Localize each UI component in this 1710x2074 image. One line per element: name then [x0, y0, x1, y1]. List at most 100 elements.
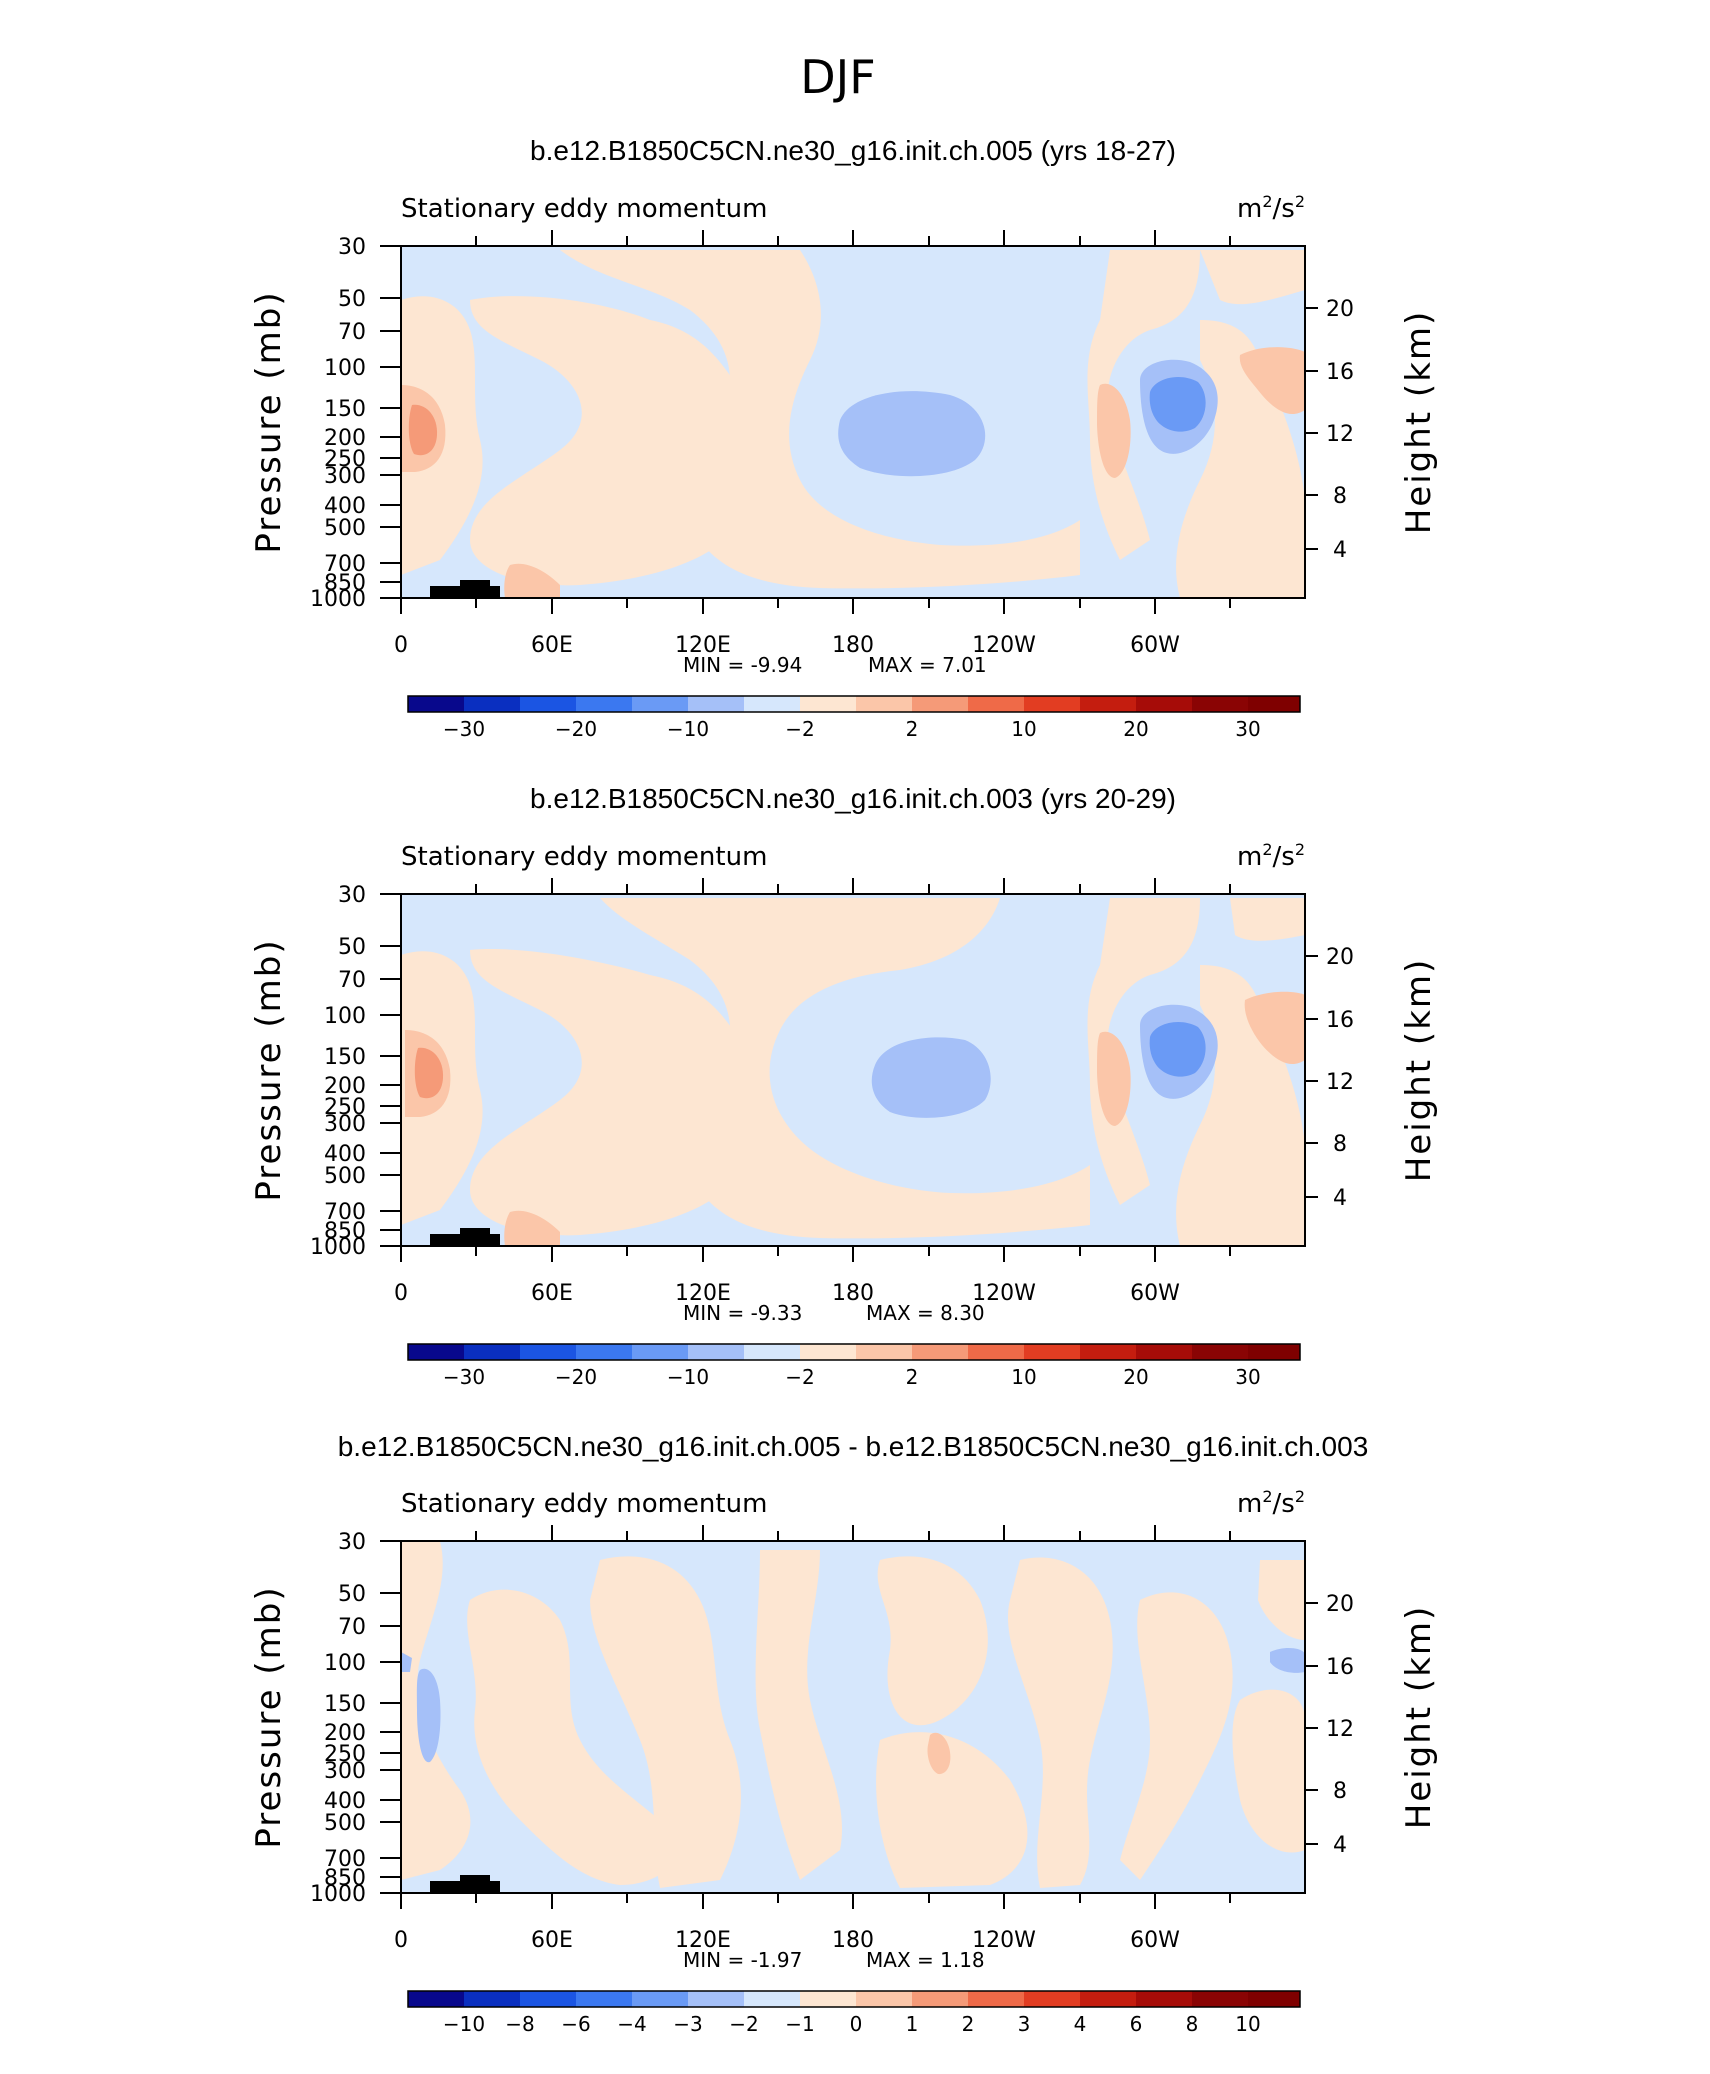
- p3-cb-label: −3: [673, 2012, 702, 2036]
- p2-cb-label: 20: [1123, 1365, 1148, 1389]
- panel-1-colorbar: [407, 695, 1301, 713]
- p3-htick-12: 12: [1326, 1717, 1354, 1742]
- main-title: DJF: [800, 50, 875, 104]
- panel-3-title: b.e12.B1850C5CN.ne30_g16.init.ch.005 - b…: [338, 1431, 1369, 1462]
- p1-positive-core-4: [504, 563, 560, 598]
- panel-2-title: b.e12.B1850C5CN.ne30_g16.init.ch.003 (yr…: [530, 783, 1176, 814]
- p2-xtick-180: 180: [832, 1281, 874, 1306]
- p3-ytick-150: 150: [324, 1692, 366, 1717]
- p3-cb-label: −6: [561, 2012, 590, 2036]
- panel-2-colorbar-labels: −30 −20 −10 −2 2 10 20 30: [443, 1365, 1261, 1389]
- p1-cb-label: −20: [555, 717, 597, 741]
- p3-cb-label: 6: [1130, 2012, 1143, 2036]
- panel-3-max: MAX = 1.18: [866, 1948, 985, 1972]
- panel-3-axis-left: 30 50 70 100 150 200 250 300 400 500 700…: [310, 1530, 366, 1907]
- p1-htick-20: 20: [1326, 297, 1354, 322]
- p2-cb-label: −20: [555, 1365, 597, 1389]
- p2-ytick-100: 100: [324, 1004, 366, 1029]
- p3-htick-8: 8: [1333, 1779, 1347, 1804]
- p2-ytick-30: 30: [338, 883, 366, 908]
- p3-ytick-70: 70: [338, 1615, 366, 1640]
- p1-cb-label: 10: [1011, 717, 1036, 741]
- p1-positive-band-4: [1087, 250, 1200, 560]
- p3-cb-label: 1: [906, 2012, 919, 2036]
- p2-htick-16: 16: [1326, 1008, 1354, 1033]
- p1-ytick-200: 200: [324, 426, 366, 451]
- p2-xtick-120e: 120E: [675, 1281, 731, 1306]
- panel-1-axis-right: 20 16 12 8 4: [1326, 297, 1354, 563]
- p3-cb-label: 2: [962, 2012, 975, 2036]
- panel-2-axis-left: 30 50 70 100 150 200 250 300 400 500 700…: [310, 883, 366, 1260]
- p3-cb-label: −10: [443, 2012, 485, 2036]
- p3-ytick-100: 100: [324, 1651, 366, 1676]
- p1-xtick-120w: 120W: [972, 633, 1036, 658]
- p2-xtick-60w: 60W: [1130, 1281, 1180, 1306]
- p1-positive-band-2: [470, 296, 755, 586]
- panel-3-contours: [401, 1541, 1305, 1893]
- p1-topography: [430, 586, 500, 598]
- p1-xtick-60w: 60W: [1130, 633, 1180, 658]
- p2-ytick-250: 250: [324, 1095, 366, 1120]
- panel-3-units: m2/s2: [1237, 1487, 1305, 1519]
- p3-cb-label: −2: [729, 2012, 758, 2036]
- panel-2-max: MAX = 8.30: [866, 1301, 985, 1325]
- p2-ytick-400: 400: [324, 1142, 366, 1167]
- panel-2-min: MIN = -9.33: [683, 1301, 802, 1325]
- panel-1-colorbar-labels: −30 −20 −10 −2 2 10 20 30: [443, 717, 1261, 741]
- panel-3: b.e12.B1850C5CN.ne30_g16.init.ch.005 - b…: [249, 1431, 1439, 2036]
- p1-htick-16: 16: [1326, 360, 1354, 385]
- p2-xtick-120w: 120W: [972, 1281, 1036, 1306]
- panel-3-subtitle: Stationary eddy momentum: [401, 1489, 767, 1519]
- p3-ytick-850: 850: [324, 1866, 366, 1891]
- p2-ytick-50: 50: [338, 935, 366, 960]
- panel-1-min: MIN = -9.94: [683, 653, 802, 677]
- p2-ytick-150: 150: [324, 1045, 366, 1070]
- p3-cb-label: −1: [785, 2012, 814, 2036]
- p1-ytick-100: 100: [324, 356, 366, 381]
- panel-2-subtitle: Stationary eddy momentum: [401, 842, 767, 872]
- p1-positive-band-3: [560, 250, 1080, 589]
- panel-1-y2label: Height (km): [1399, 310, 1439, 535]
- p1-ytick-70: 70: [338, 320, 366, 345]
- p1-negative-core-1: [838, 391, 986, 477]
- p2-ytick-70: 70: [338, 968, 366, 993]
- p1-positive-core-2: [1097, 383, 1131, 478]
- p1-cb-label: −10: [667, 717, 709, 741]
- p1-cb-label: −30: [443, 717, 485, 741]
- p3-xtick-60w: 60W: [1130, 1928, 1180, 1953]
- p3-ytick-400: 400: [324, 1789, 366, 1814]
- panel-3-ylabel: Pressure (mb): [249, 1585, 289, 1848]
- p2-ytick-500: 500: [324, 1164, 366, 1189]
- p3-xtick-120w: 120W: [972, 1928, 1036, 1953]
- p1-ytick-1000: 1000: [310, 587, 366, 612]
- p2-htick-8: 8: [1333, 1132, 1347, 1157]
- p3-cb-label: −8: [505, 2012, 534, 2036]
- p3-xtick-120e: 120E: [675, 1928, 731, 1953]
- panel-2-units: m2/s2: [1237, 840, 1305, 872]
- p1-xtick-60e: 60E: [531, 633, 573, 658]
- p3-cb-label: 4: [1074, 2012, 1087, 2036]
- p3-htick-20: 20: [1326, 1592, 1354, 1617]
- p1-positive-core-3: [1239, 347, 1305, 415]
- p3-ytick-30: 30: [338, 1530, 366, 1555]
- panel-2-colorbar: [407, 1343, 1301, 1361]
- p1-cb-label: 2: [906, 717, 919, 741]
- panel-1-ylabel: Pressure (mb): [249, 290, 289, 553]
- panel-1-contours: [401, 246, 1305, 598]
- p2-cb-label: −2: [785, 1365, 814, 1389]
- p3-xtick-0: 0: [394, 1928, 408, 1953]
- panel-1-axis-left: 30 50 70 100 150 200 250 300 400 500 700…: [310, 235, 366, 612]
- panel-2-axis-bottom: 0 60E 120E 180 120W 60W: [394, 1281, 1180, 1306]
- p1-positive-band-6: [1200, 250, 1305, 305]
- p3-ytick-250: 250: [324, 1742, 366, 1767]
- p1-htick-12: 12: [1326, 422, 1354, 447]
- panel-2-ylabel: Pressure (mb): [249, 938, 289, 1201]
- panel-3-colorbar-labels: −10 −8 −6 −4 −3 −2 −1 0 1 2 3 4 6 8 10: [443, 2012, 1261, 2036]
- p3-xtick-60e: 60E: [531, 1928, 573, 1953]
- p2-htick-12: 12: [1326, 1070, 1354, 1095]
- p1-positive-core-1b: [408, 404, 438, 456]
- p2-ytick-200: 200: [324, 1074, 366, 1099]
- panel-3-axis-bottom: 0 60E 120E 180 120W 60W: [394, 1928, 1180, 1953]
- p1-xtick-180: 180: [832, 633, 874, 658]
